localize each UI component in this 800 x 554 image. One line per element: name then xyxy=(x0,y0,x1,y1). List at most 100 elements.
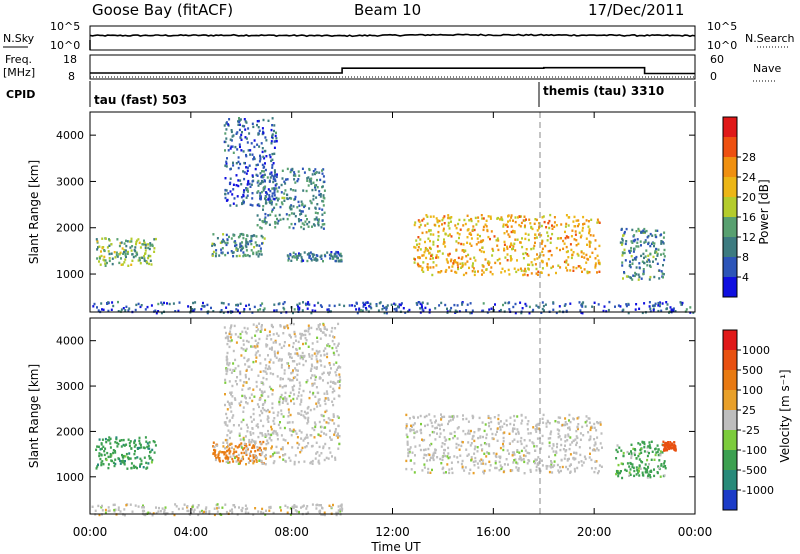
cell xyxy=(301,351,304,355)
cell xyxy=(247,461,250,464)
cell xyxy=(523,215,526,218)
cell xyxy=(256,123,258,127)
cell xyxy=(298,306,301,310)
cell xyxy=(273,352,276,356)
cell xyxy=(625,227,628,231)
cell xyxy=(337,424,340,428)
cell xyxy=(294,181,297,184)
cell xyxy=(225,372,228,376)
cell xyxy=(369,302,372,306)
cell xyxy=(646,471,649,474)
cell xyxy=(413,471,416,474)
cell xyxy=(288,365,290,368)
cell xyxy=(311,342,314,345)
cell xyxy=(465,309,468,312)
cell xyxy=(317,301,320,305)
cell xyxy=(474,460,477,463)
cell xyxy=(412,423,415,427)
cell xyxy=(324,347,327,350)
cell xyxy=(537,270,540,273)
cell xyxy=(593,422,596,426)
cell xyxy=(235,450,238,453)
noise-trace xyxy=(89,33,696,50)
cell xyxy=(312,383,315,386)
cell xyxy=(316,203,319,206)
cell xyxy=(327,308,330,311)
cell xyxy=(332,403,335,407)
cell xyxy=(269,506,272,509)
cell xyxy=(568,447,571,451)
cell xyxy=(449,415,452,419)
cell xyxy=(533,258,536,261)
cell xyxy=(225,355,228,358)
cell xyxy=(308,396,311,400)
cell xyxy=(525,248,528,251)
cell xyxy=(633,453,636,457)
cell xyxy=(482,228,485,232)
cell xyxy=(154,237,157,241)
cell xyxy=(120,257,122,260)
cell xyxy=(149,450,152,453)
cell xyxy=(429,456,432,459)
cell xyxy=(320,452,323,455)
cell xyxy=(132,255,135,259)
cell xyxy=(635,457,638,460)
cell xyxy=(241,124,244,128)
cell xyxy=(310,182,313,185)
cell xyxy=(111,257,114,260)
cell xyxy=(486,261,489,265)
cell xyxy=(239,246,242,249)
cell xyxy=(621,237,624,241)
cell xyxy=(264,457,267,460)
cell xyxy=(485,225,488,228)
cell xyxy=(335,250,338,254)
cell xyxy=(444,448,446,452)
cell xyxy=(513,242,516,245)
cell xyxy=(310,259,313,262)
cell xyxy=(278,343,281,346)
cell xyxy=(414,221,417,224)
cell xyxy=(482,435,484,439)
cell xyxy=(296,256,299,259)
cell xyxy=(585,415,588,418)
cell xyxy=(133,466,136,469)
cell xyxy=(259,419,262,422)
cell xyxy=(314,168,317,171)
cell xyxy=(338,375,341,379)
cell xyxy=(470,218,473,221)
cell xyxy=(544,303,547,306)
cell xyxy=(393,308,396,311)
cell xyxy=(232,164,235,167)
cell xyxy=(647,258,650,262)
cell xyxy=(306,218,308,221)
cell xyxy=(251,180,254,183)
cell xyxy=(498,310,501,313)
cell xyxy=(447,214,450,217)
cell xyxy=(314,425,317,429)
cell xyxy=(307,418,309,421)
cell xyxy=(306,407,309,410)
cell xyxy=(636,241,639,244)
cell xyxy=(210,306,212,310)
cell xyxy=(419,302,422,305)
cell xyxy=(385,305,388,309)
cell xyxy=(201,304,204,308)
cell xyxy=(235,248,238,251)
cell xyxy=(634,238,637,242)
cell xyxy=(286,402,289,405)
cell xyxy=(660,233,663,236)
cell xyxy=(298,387,301,391)
cell xyxy=(578,446,581,449)
cell xyxy=(313,407,316,411)
cell xyxy=(546,419,549,423)
cell xyxy=(96,240,99,243)
x-tick-label: 00:00 xyxy=(678,525,713,539)
cell xyxy=(131,259,134,262)
cell xyxy=(617,470,620,473)
cell xyxy=(244,253,247,257)
cell xyxy=(487,260,490,263)
cell xyxy=(427,237,430,240)
cell xyxy=(428,453,431,457)
cell xyxy=(457,267,460,271)
cell xyxy=(244,376,247,379)
